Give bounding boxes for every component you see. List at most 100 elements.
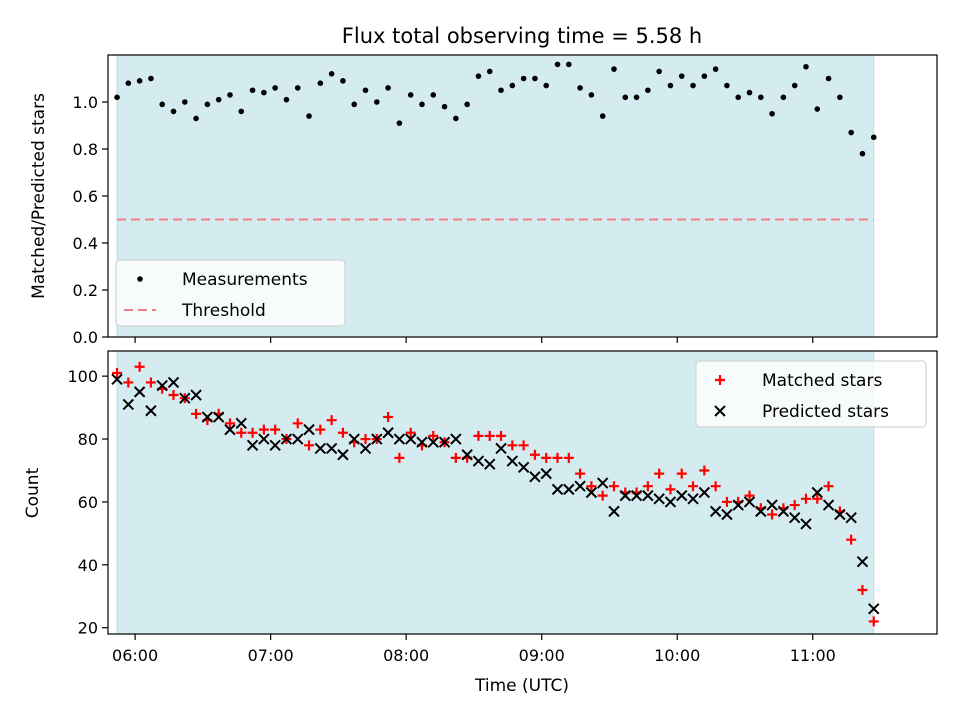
data-point — [394, 452, 405, 463]
data-point — [857, 584, 868, 595]
legend-label: Matched stars — [762, 371, 882, 391]
data-point — [348, 433, 360, 445]
data-point — [383, 412, 394, 423]
data-point — [645, 87, 651, 94]
data-point — [846, 534, 857, 545]
y-tick-label: 0.8 — [73, 140, 98, 159]
data-point — [303, 423, 315, 436]
data-point — [688, 481, 699, 492]
data-point — [123, 377, 134, 388]
data-point — [404, 433, 417, 445]
data-point — [656, 68, 662, 75]
data-point — [766, 499, 778, 511]
data-point — [619, 489, 631, 502]
data-point — [848, 129, 854, 136]
data-point — [540, 467, 552, 480]
data-point — [633, 94, 640, 101]
legend-marker — [714, 405, 726, 417]
data-point — [484, 458, 496, 470]
data-point — [800, 518, 812, 530]
legend-label: Measurements — [182, 270, 308, 290]
y-axis-ticks: 20 40 60 80 100 — [67, 367, 108, 638]
data-point — [167, 376, 180, 389]
data-point — [676, 468, 687, 479]
data-point — [416, 436, 428, 448]
data-point — [317, 80, 324, 86]
data-point — [261, 89, 267, 96]
data-point — [744, 490, 755, 501]
bottom-panel: 20 40 60 80 100 06:00 07:00 08:00 09:00 10:00 11:0… — [67, 350, 938, 665]
data-point — [845, 511, 857, 524]
data-point — [541, 452, 552, 463]
y-tick-label: 100 — [67, 367, 98, 386]
data-point — [134, 361, 145, 372]
data-point — [190, 389, 202, 401]
data-point — [294, 85, 301, 91]
data-point — [258, 424, 269, 435]
data-point — [611, 66, 617, 72]
data-point — [283, 96, 290, 103]
x-tick-label: 07:00 — [248, 646, 294, 665]
data-point — [690, 82, 696, 89]
data-point — [145, 377, 156, 388]
x-tick-label: 10:00 — [654, 646, 700, 665]
data-point — [148, 75, 154, 82]
data-point — [362, 87, 369, 94]
data-point — [340, 78, 346, 84]
data-point — [767, 509, 778, 520]
data-point — [575, 468, 586, 479]
data-point — [586, 481, 597, 492]
chart-title: Flux total observing time = 5.58 h — [342, 24, 702, 48]
x-axis-ticks — [134, 337, 814, 343]
data-point — [563, 483, 575, 496]
data-point — [837, 94, 843, 101]
data-point — [769, 110, 775, 117]
data-point — [788, 511, 801, 524]
data-point — [430, 92, 437, 98]
data-point — [258, 433, 270, 445]
data-point — [159, 101, 166, 108]
data-point — [496, 430, 507, 441]
data-point — [735, 94, 742, 101]
data-point — [450, 433, 462, 445]
data-point — [710, 481, 721, 492]
data-point — [156, 379, 168, 392]
data-point — [473, 430, 484, 441]
data-point — [701, 73, 708, 79]
data-point — [407, 92, 414, 98]
legend-label: Predicted stars — [762, 402, 889, 422]
data-point — [856, 555, 869, 568]
data-point — [204, 101, 211, 108]
data-point — [393, 433, 406, 445]
data-point — [870, 134, 877, 141]
data-point — [811, 486, 823, 499]
data-point — [529, 471, 541, 483]
data-point — [755, 505, 767, 518]
data-point — [360, 434, 371, 445]
data-point — [630, 489, 643, 502]
legend-box — [115, 259, 346, 327]
data-point — [520, 75, 527, 82]
data-point — [453, 115, 459, 122]
data-point — [554, 61, 561, 68]
data-point — [608, 505, 620, 518]
data-point — [269, 439, 281, 452]
data-point — [227, 92, 233, 98]
data-point — [484, 430, 495, 441]
data-point — [814, 106, 821, 112]
x-tick-label: 06:00 — [112, 646, 158, 665]
data-point — [351, 101, 358, 108]
data-point — [654, 468, 665, 479]
data-point — [359, 442, 372, 455]
data-point — [215, 96, 222, 103]
x-tick-label: 11:00 — [790, 646, 836, 665]
data-point — [472, 455, 485, 467]
data-point — [712, 66, 719, 72]
data-point — [438, 436, 451, 448]
y-tick-label: 0.4 — [73, 234, 98, 253]
data-point — [791, 82, 798, 89]
data-point — [427, 436, 439, 448]
y-tick-label: 20 — [78, 619, 98, 638]
data-point — [724, 82, 730, 89]
